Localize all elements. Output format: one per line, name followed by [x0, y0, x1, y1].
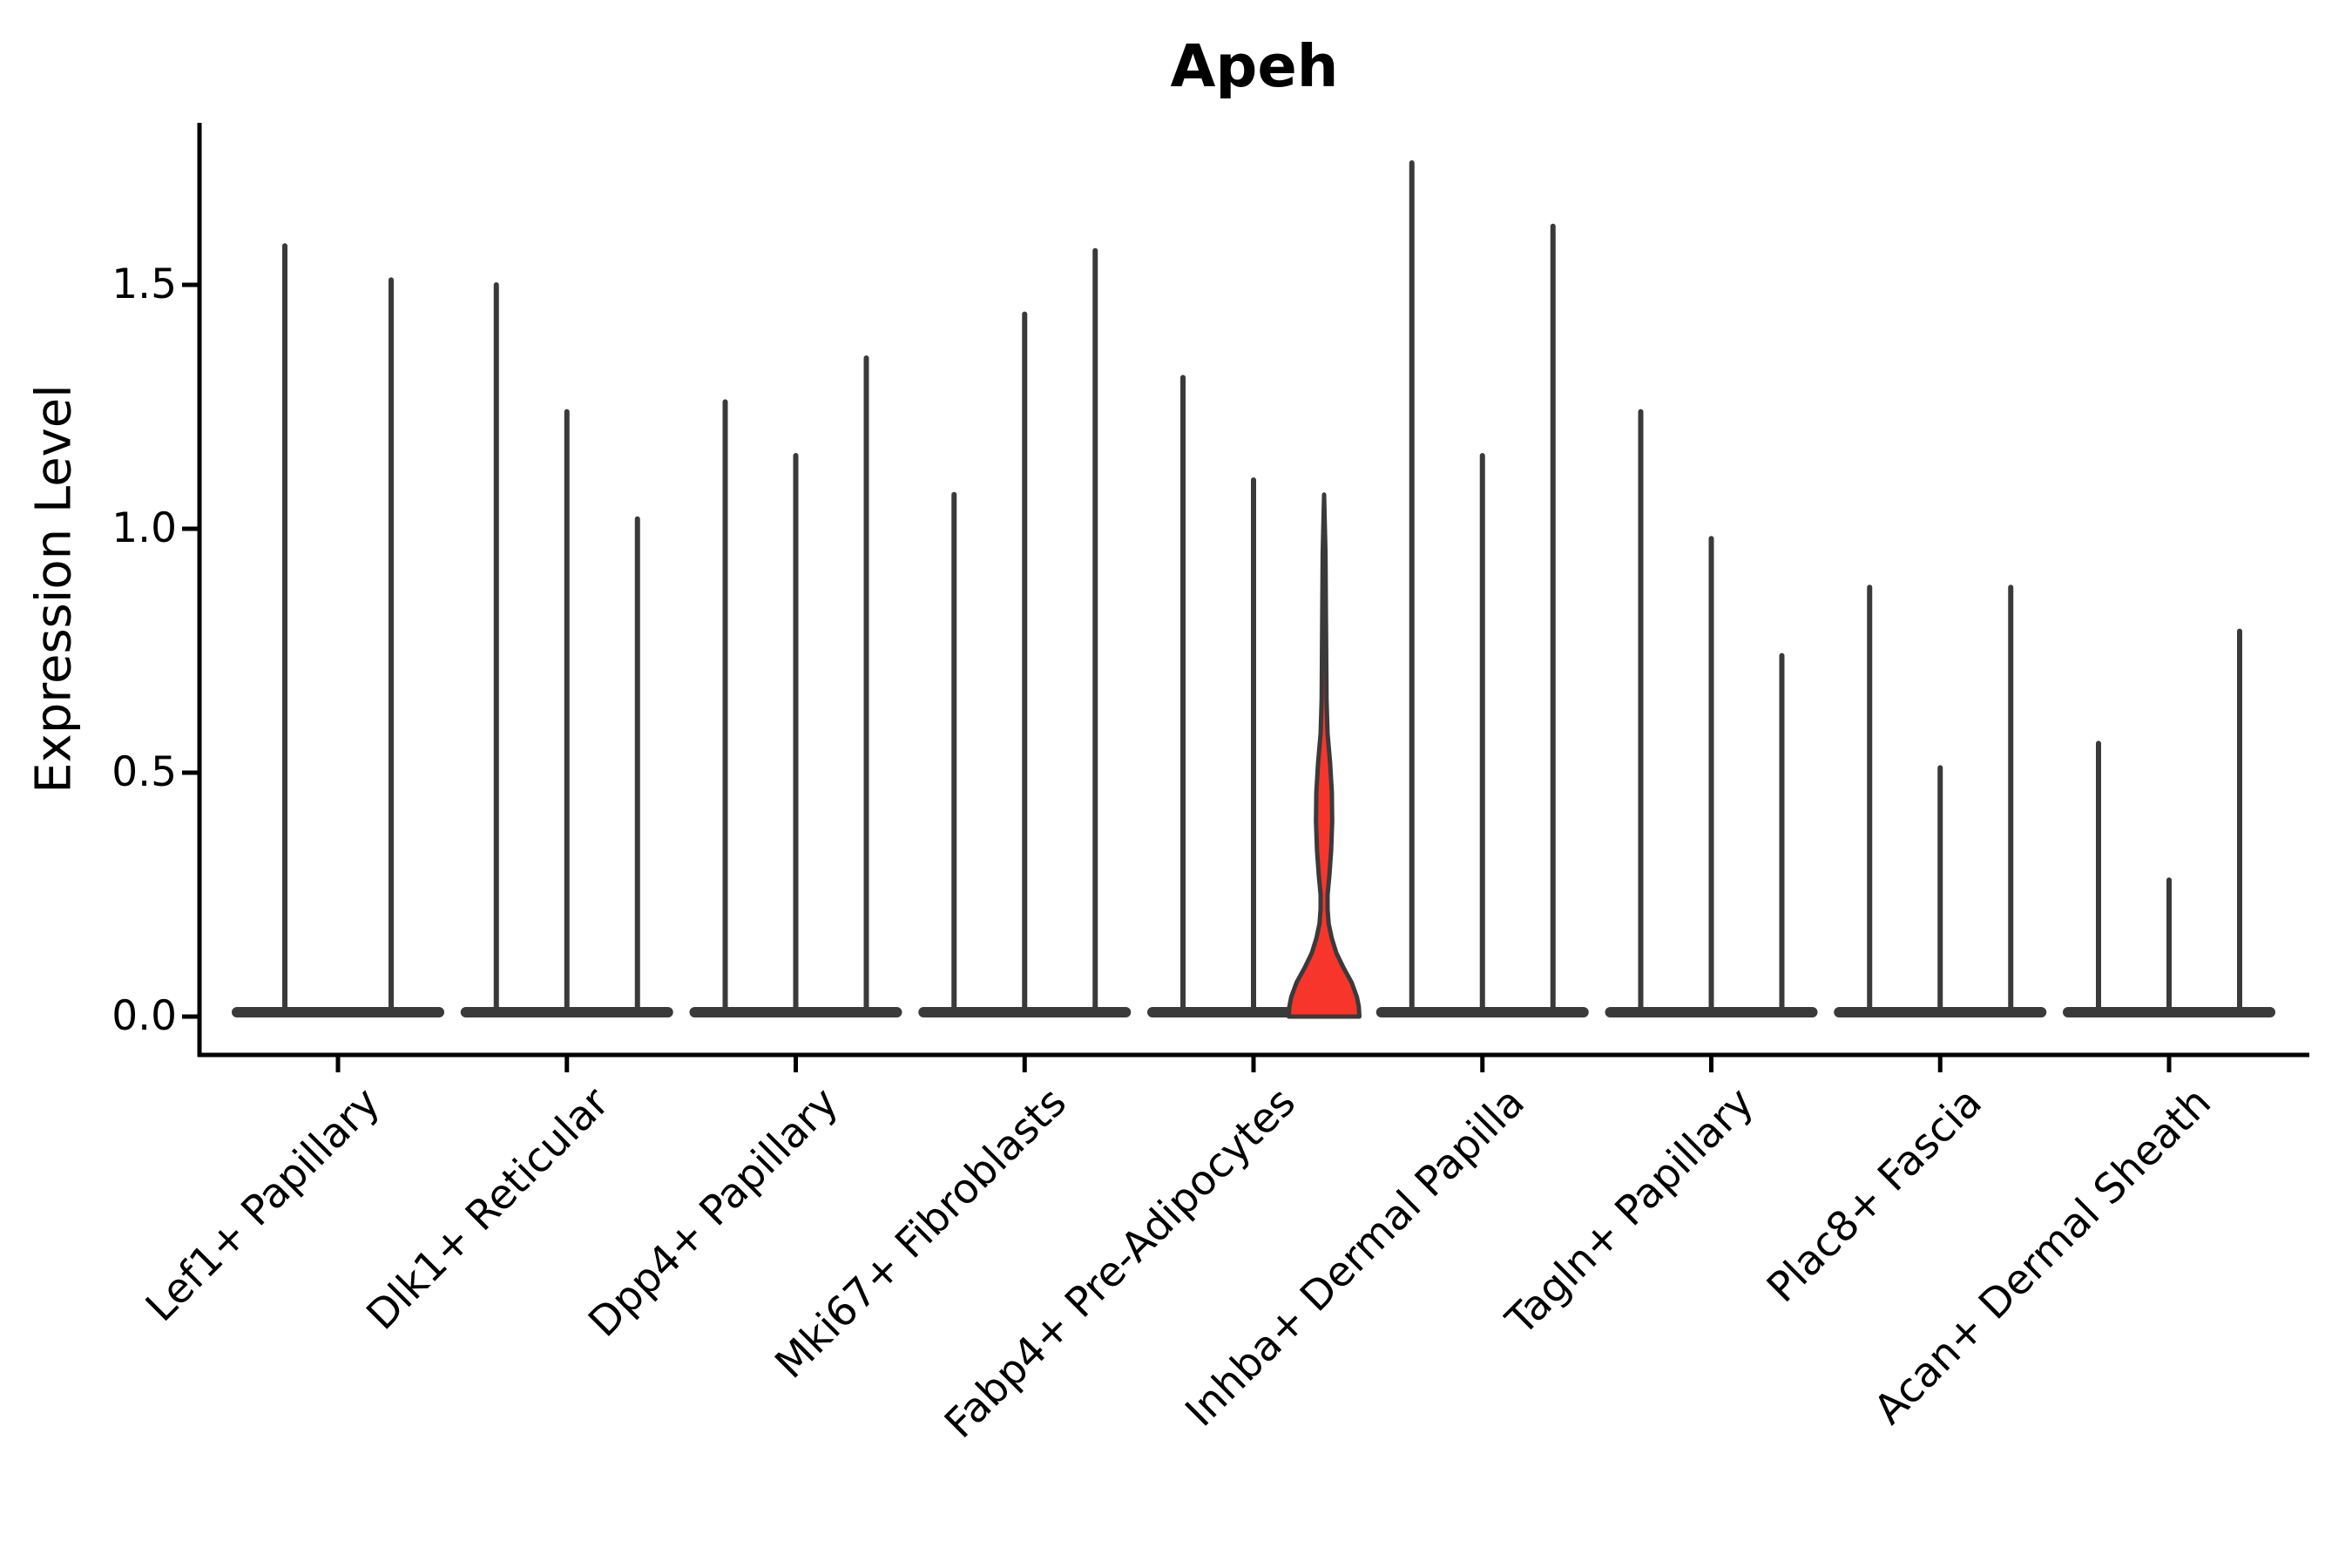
y-tick-label: 0.5 [112, 748, 177, 796]
y-tick-label: 1.5 [112, 260, 177, 308]
chart-title: Apeh [1170, 32, 1339, 100]
violin-baseline-strip [232, 1007, 444, 1017]
y-tick-label: 1.0 [112, 504, 177, 552]
violin-highlighted [1287, 492, 1362, 1019]
y-tick-label: 0.0 [112, 992, 177, 1040]
